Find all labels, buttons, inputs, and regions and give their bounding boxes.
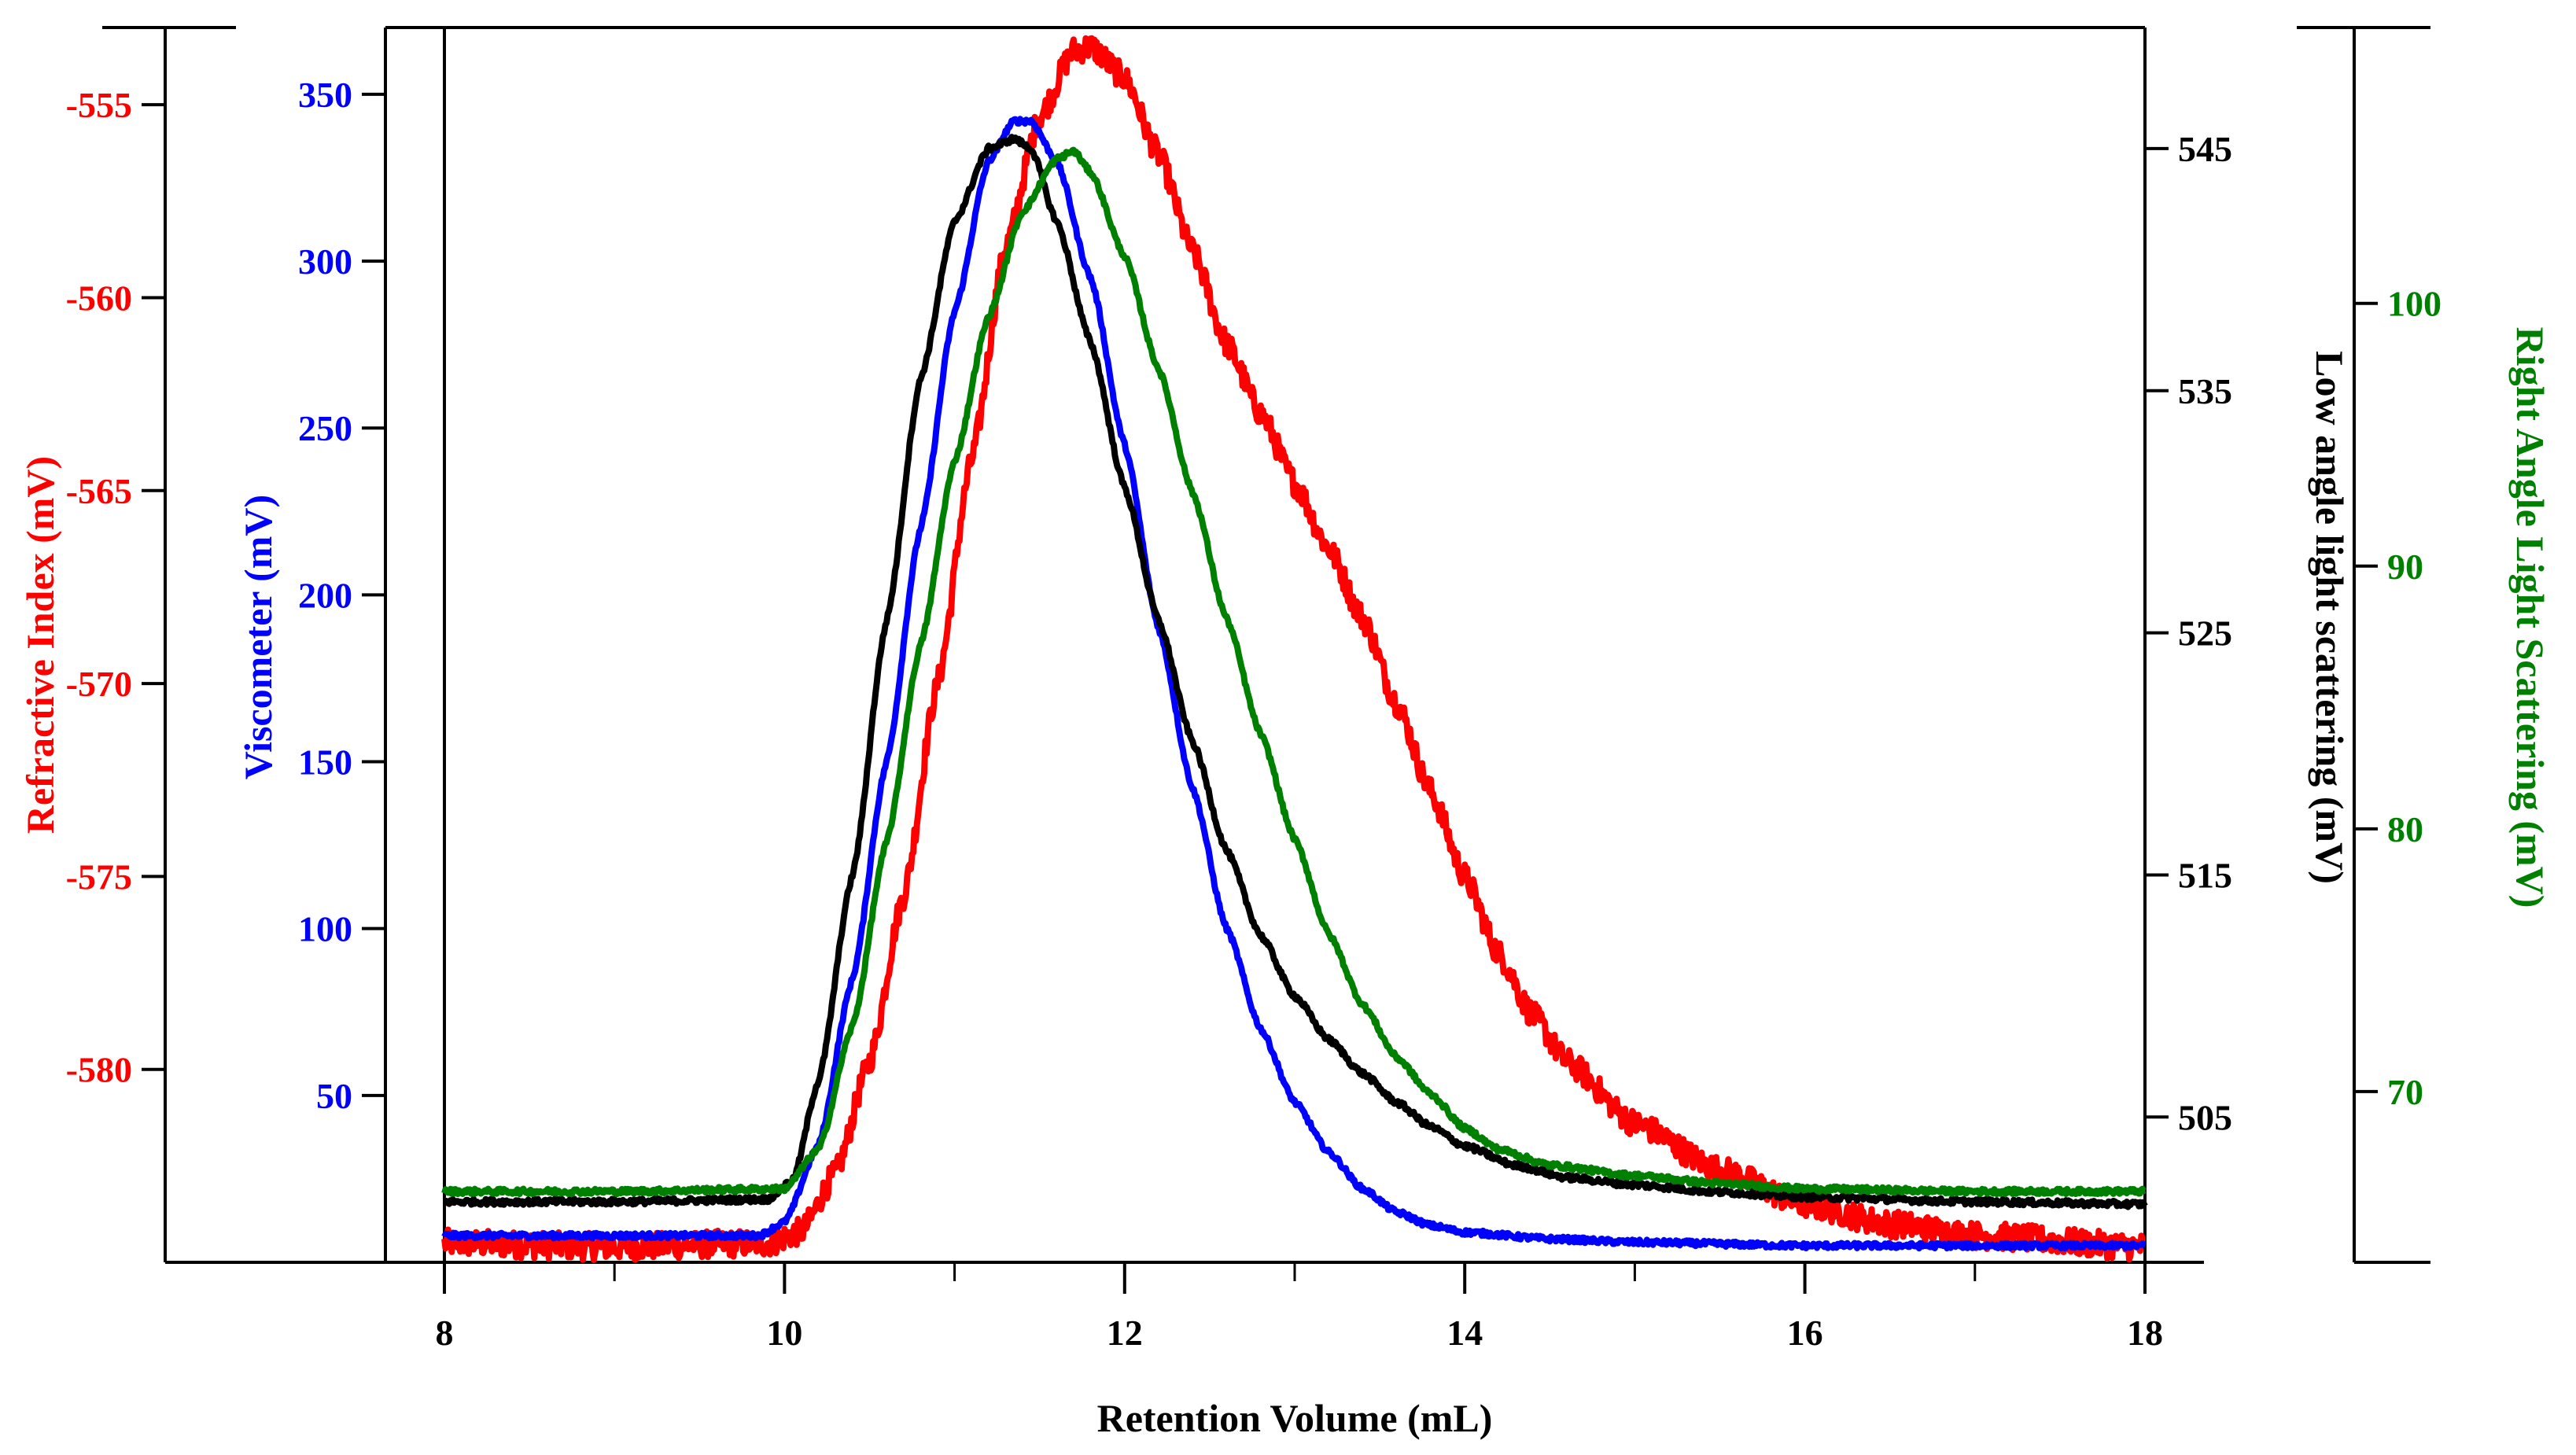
series-group [441, 35, 2148, 1263]
x-tick-label: 12 [1107, 1313, 1143, 1353]
ri-tick-label: -560 [66, 278, 132, 318]
rals-tick-label: 100 [2387, 284, 2441, 324]
ri-tick-label: -575 [66, 856, 132, 897]
ri-tick-label: -565 [66, 471, 132, 511]
rals-tick-label: 90 [2387, 547, 2423, 587]
visc-tick-label: 350 [298, 75, 352, 115]
series-line-ri [441, 35, 2147, 1263]
x-tick-label: 18 [2127, 1313, 2163, 1353]
x-tick-label: 16 [1787, 1313, 1823, 1353]
axis-titles: Refractive Index (mV) Viscometer (mV) Low … [18, 327, 2552, 1440]
tick-labels: 8 10 12 14 16 18 -555 -560 -565 -570 -575 -580 50 100… [66, 75, 2441, 1353]
ri-tick-label: -570 [66, 664, 132, 704]
ri-tick-label: -580 [66, 1050, 132, 1090]
visc-tick-label: 200 [298, 575, 352, 615]
visc-tick-label: 50 [316, 1076, 352, 1116]
series-line-visc [441, 116, 2147, 1252]
tick-marks [142, 92, 2378, 1294]
axes-frame [102, 26, 2430, 1264]
visc-tick-label: 250 [298, 408, 352, 448]
lals-tick-label: 515 [2178, 855, 2232, 895]
x-tick-label: 10 [766, 1313, 802, 1353]
rals-tick-label: 80 [2387, 809, 2423, 849]
ri-tick-label: -555 [66, 85, 132, 125]
lals-tick-label: 505 [2178, 1097, 2232, 1137]
series-line-lals [442, 134, 2148, 1210]
x-axis-title: Retention Volume (mL) [1097, 1396, 1493, 1440]
x-tick-label: 14 [1446, 1313, 1483, 1353]
lals-tick-label: 535 [2178, 371, 2232, 411]
x-tick-label: 8 [436, 1313, 454, 1353]
rals-tick-label: 70 [2387, 1072, 2423, 1112]
lals-tick-label: 525 [2178, 613, 2232, 654]
lals-tick-label: 545 [2178, 129, 2232, 169]
ri-axis-title: Refractive Index (mV) [18, 456, 62, 834]
visc-tick-label: 150 [298, 742, 352, 783]
rals-axis-title: Right Angle Light Scattering (mV) [2508, 327, 2552, 908]
series-line-rals [441, 146, 2147, 1198]
visc-tick-label: 100 [298, 909, 352, 949]
visc-axis-title: Viscometer (mV) [236, 495, 280, 779]
visc-tick-label: 300 [298, 241, 352, 282]
lals-axis-title: Low angle light scattering (mV) [2308, 351, 2352, 884]
